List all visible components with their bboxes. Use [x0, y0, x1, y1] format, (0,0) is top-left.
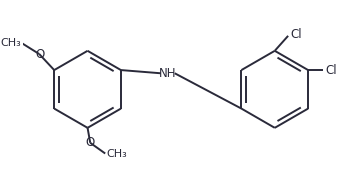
Text: Cl: Cl	[290, 28, 302, 41]
Text: CH₃: CH₃	[0, 38, 21, 48]
Text: Cl: Cl	[325, 63, 337, 77]
Text: O: O	[86, 136, 95, 149]
Text: O: O	[36, 47, 45, 61]
Text: CH₃: CH₃	[106, 148, 127, 158]
Text: NH: NH	[159, 67, 176, 80]
